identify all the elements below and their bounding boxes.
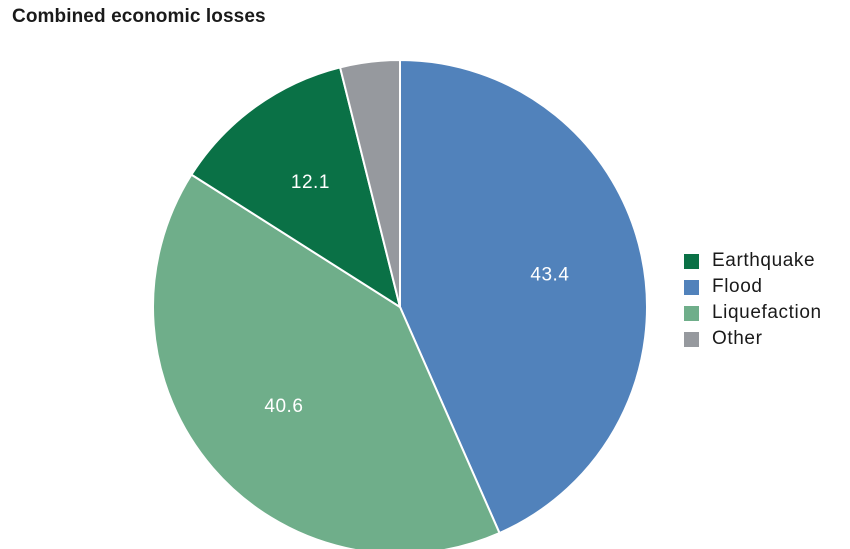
pie-slice-earthquake — [190, 66, 402, 310]
pie-slice-other — [338, 58, 401, 308]
data-label-liquefaction: 40.6 — [264, 396, 303, 417]
data-label-earthquake: 12.1 — [291, 172, 330, 193]
legend-swatch-flood — [684, 279, 699, 295]
legend-label-earthquake: Earthquake — [712, 250, 816, 271]
chart-title: Combined economic losses — [12, 6, 266, 27]
legend-swatch-other — [684, 331, 699, 347]
legend-swatch-liquefaction — [684, 305, 699, 321]
pie-slice-liquefaction — [152, 173, 501, 549]
chart-legend: Earthquake Flood Liquefaction Other — [684, 248, 822, 352]
pie-slice-flood — [399, 58, 648, 535]
legend-item-liquefaction: Liquefaction — [684, 300, 822, 326]
legend-item-earthquake: Earthquake — [684, 248, 822, 274]
legend-item-flood: Flood — [684, 274, 822, 300]
legend-label-liquefaction: Liquefaction — [712, 302, 822, 323]
legend-label-other: Other — [712, 328, 763, 349]
legend-label-flood: Flood — [712, 276, 763, 297]
legend-item-other: Other — [684, 326, 822, 352]
data-label-flood: 43.4 — [530, 265, 569, 286]
legend-swatch-earthquake — [684, 253, 699, 269]
